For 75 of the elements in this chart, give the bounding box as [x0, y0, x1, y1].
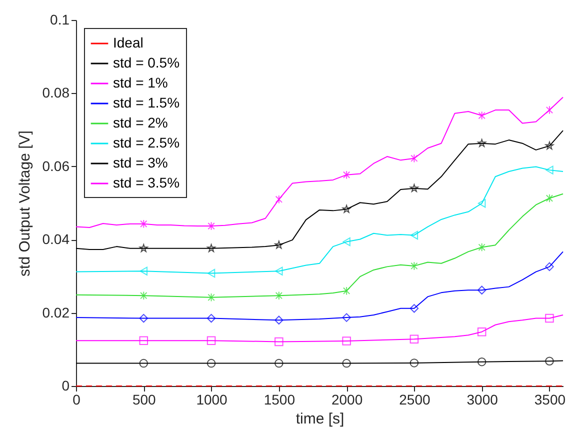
x-tick-label: 2000	[331, 392, 363, 408]
point	[206, 336, 216, 345]
point	[140, 266, 148, 276]
point	[208, 293, 215, 302]
point	[410, 304, 419, 313]
point	[275, 266, 283, 276]
point	[410, 334, 419, 344]
point	[410, 230, 418, 240]
legend-label: Ideal	[113, 34, 144, 50]
y-tick-label: 0.02	[42, 304, 70, 320]
point	[275, 194, 283, 204]
point	[342, 237, 350, 246]
point	[140, 219, 148, 228]
x-tick-label: 0	[72, 392, 81, 408]
point	[342, 204, 351, 213]
point	[274, 316, 284, 324]
point	[477, 357, 486, 366]
point	[477, 327, 486, 336]
y-tick-label: 0	[62, 378, 70, 394]
point	[477, 286, 486, 294]
point	[206, 314, 216, 323]
legend-label: std = 2.5%	[113, 134, 180, 150]
point	[139, 244, 148, 252]
point	[139, 314, 148, 323]
point	[478, 138, 486, 147]
point	[208, 222, 215, 230]
point	[546, 106, 554, 114]
point	[274, 358, 284, 368]
legend-label: std = 0.5%	[113, 54, 180, 70]
point	[410, 184, 418, 192]
point	[478, 198, 486, 208]
line-series	[76, 193, 564, 298]
y-axis-title: std Output Voltage [V]	[16, 130, 34, 276]
legend-label: std = 1.5%	[113, 94, 180, 110]
x-tick-label: 1500	[264, 392, 296, 408]
point	[342, 170, 350, 180]
x-tick-label: 500	[132, 392, 156, 408]
y-tick-label: 0.04	[42, 231, 70, 248]
legend-label: std = 2%	[113, 114, 168, 130]
point	[342, 286, 350, 296]
point	[546, 194, 554, 203]
legend-label: std = 3%	[113, 154, 168, 170]
x-tick-label: 1000	[196, 392, 228, 408]
y-tick-label: 0.06	[42, 158, 70, 174]
point	[139, 336, 148, 345]
x-tick-label: 2500	[399, 392, 430, 408]
x-tick-label: 3500	[534, 392, 566, 408]
x-tick-label: 3000	[466, 392, 498, 408]
line-series	[76, 96, 564, 228]
point	[342, 336, 351, 346]
point	[139, 358, 148, 368]
point	[545, 262, 554, 272]
point	[275, 291, 283, 300]
point	[478, 111, 486, 120]
point	[274, 240, 284, 249]
point	[342, 358, 351, 368]
legend-label: std = 3.5%	[113, 174, 180, 190]
x-axis-title: time [s]	[296, 410, 344, 428]
point	[207, 244, 216, 252]
point	[342, 313, 351, 322]
point	[546, 166, 554, 174]
point	[206, 358, 216, 368]
point	[545, 142, 554, 150]
point	[545, 314, 554, 323]
point	[410, 358, 419, 368]
point	[478, 242, 486, 252]
legend-label: std = 1%	[113, 74, 168, 90]
point	[410, 262, 418, 270]
point	[410, 154, 418, 163]
point	[274, 337, 284, 346]
y-tick-label: 0.08	[42, 84, 70, 101]
point	[140, 291, 148, 300]
point	[545, 356, 554, 366]
y-tick-label: 0.1	[50, 12, 70, 28]
point	[207, 268, 216, 278]
